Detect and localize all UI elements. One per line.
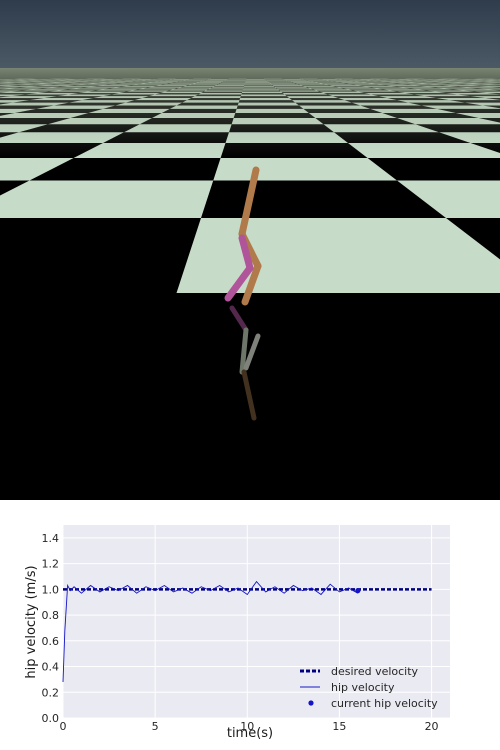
legend-label-hip: hip velocity	[331, 681, 395, 694]
grid-lines	[62, 525, 450, 719]
legend-swatch-current	[308, 700, 314, 706]
robot-upper-leg	[238, 166, 260, 238]
y-tick-label: 1.4	[42, 532, 60, 545]
simulation-viewport	[0, 0, 500, 500]
x-tick-label: 5	[152, 720, 159, 733]
hip-velocity-line	[62, 580, 359, 682]
x-tick-label: 0	[60, 720, 67, 733]
floor-tile	[397, 180, 500, 218]
floor-tile	[0, 158, 74, 181]
x-tick-label: 10	[240, 720, 254, 733]
legend: desired velocity hip velocity current hi…	[300, 665, 438, 710]
legend-label-desired: desired velocity	[331, 665, 419, 678]
plot-area	[63, 525, 450, 718]
x-tick-label: 20	[425, 720, 439, 733]
velocity-chart: 0 5 10 15 20 0.0 0.2 0.4 0.6 0.8 1.0 1.2 1.4 time(s…	[24, 525, 450, 741]
hopper-robot	[224, 166, 262, 306]
y-tick-label: 0.6	[42, 635, 60, 648]
y-tick-label: 0.4	[42, 661, 60, 674]
legend-label-current: current hip velocity	[331, 697, 438, 710]
y-tick-labels: 0.0 0.2 0.4 0.6 0.8 1.0 1.2 1.4	[42, 532, 60, 725]
robot-foot	[224, 264, 254, 302]
robot-lower-leg	[238, 234, 254, 272]
horizon-haze	[0, 68, 500, 158]
floor-tile	[176, 218, 500, 293]
sky	[0, 0, 500, 70]
x-axis-label: time(s)	[227, 726, 273, 741]
x-tick-label: 15	[332, 720, 346, 733]
series-layer	[62, 580, 432, 682]
y-tick-label: 0.2	[42, 686, 60, 699]
y-tick-label: 1.2	[42, 558, 60, 571]
floor-tile	[0, 180, 214, 218]
robot-shin	[241, 262, 262, 306]
y-axis-label: hip velocity (m/s)	[24, 565, 39, 678]
y-tick-label: 0.0	[42, 712, 60, 725]
y-tick-label: 1.0	[42, 583, 60, 596]
current-hip-velocity-point	[355, 588, 361, 594]
floor-tile	[213, 158, 397, 181]
y-tick-label: 0.8	[42, 609, 60, 622]
robot-reflection	[229, 305, 261, 421]
x-tick-labels: 0 5 10 15 20	[60, 720, 439, 733]
